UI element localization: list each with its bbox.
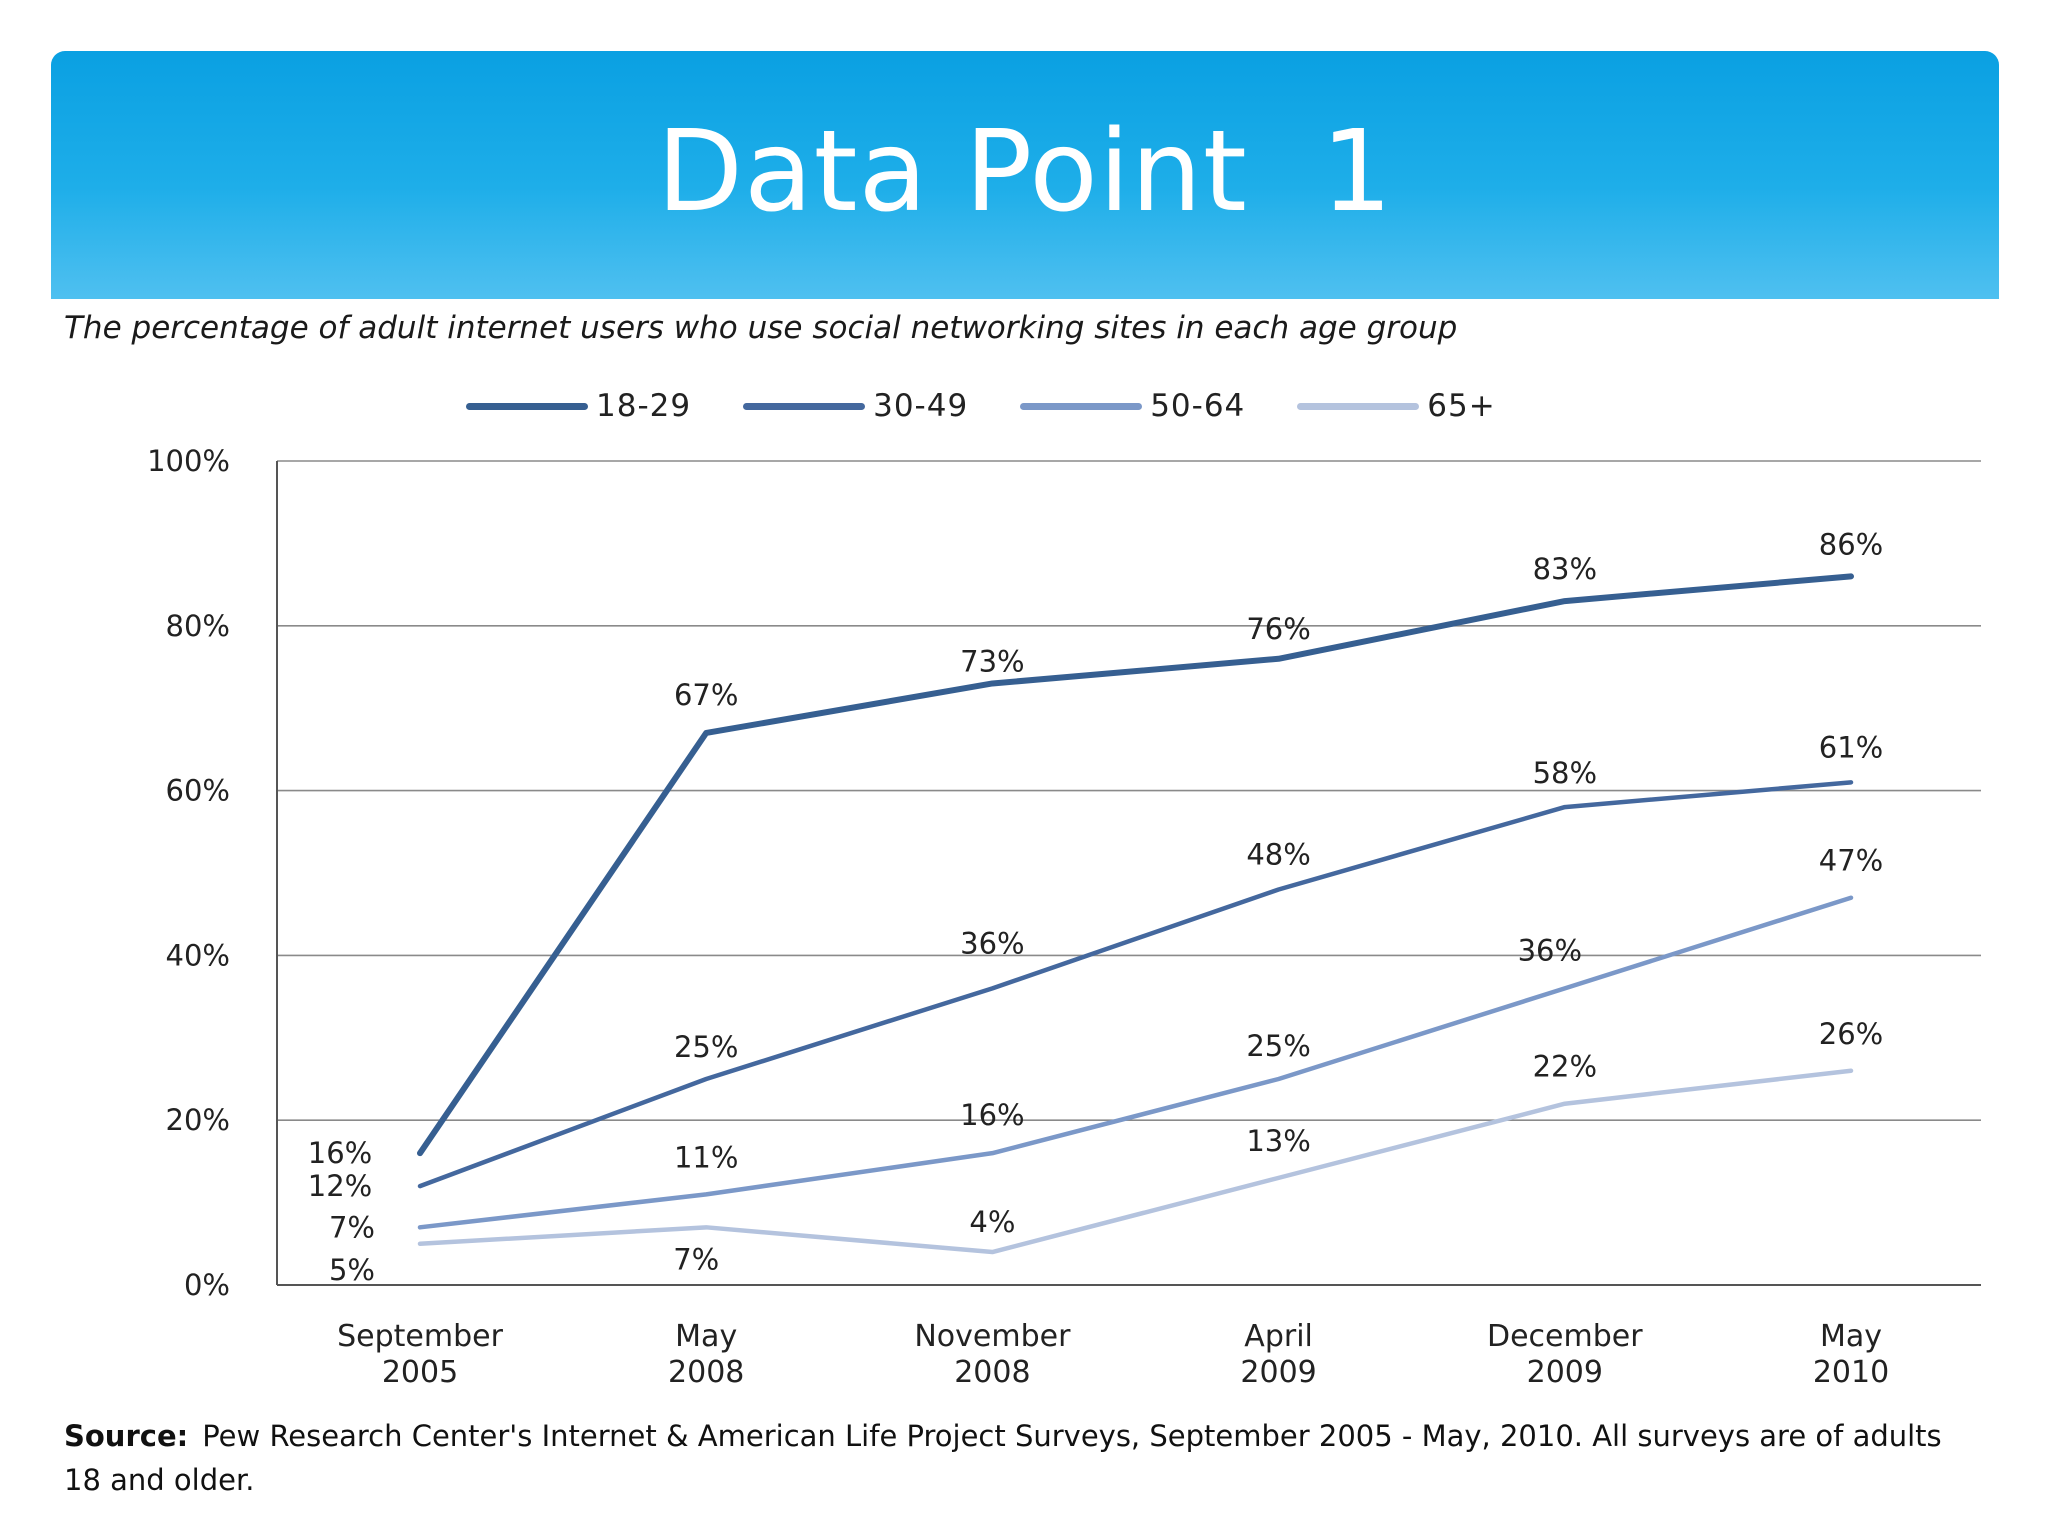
series-line-30-49 bbox=[417, 780, 1854, 1189]
legend-label-18-29: 18-29 bbox=[596, 388, 692, 424]
data-label-30-49: 58% bbox=[1533, 756, 1597, 790]
title-banner: Data Point 1 bbox=[51, 51, 1999, 299]
data-label-18-29: 86% bbox=[1819, 527, 1883, 561]
data-label-50-64: 11% bbox=[674, 1140, 738, 1174]
legend-swatch-30-49 bbox=[743, 402, 866, 410]
legend-item-18-29: 18-29 bbox=[466, 388, 691, 424]
y-tick-label: 20% bbox=[166, 1103, 230, 1137]
legend-item-65-plus: 65+ bbox=[1297, 388, 1495, 424]
data-label-65+: 22% bbox=[1533, 1050, 1597, 1084]
data-label-65+: 4% bbox=[969, 1205, 1015, 1239]
x-tick-label: September 2005 bbox=[337, 1319, 503, 1390]
data-label-18-29: 67% bbox=[674, 678, 738, 712]
legend-item-50-64: 50-64 bbox=[1020, 388, 1245, 424]
legend-swatch-65-plus bbox=[1297, 402, 1420, 410]
data-label-65+: 26% bbox=[1819, 1017, 1883, 1051]
source-label: Source: bbox=[64, 1419, 189, 1453]
data-label-65+: 13% bbox=[1246, 1124, 1310, 1158]
y-tick-label: 0% bbox=[184, 1268, 230, 1302]
data-label-18-29: 73% bbox=[960, 644, 1024, 678]
data-label-30-49: 61% bbox=[1819, 730, 1883, 764]
data-label-50-64: 36% bbox=[1518, 933, 1582, 967]
y-tick-label: 80% bbox=[166, 609, 230, 643]
data-label-50-64: 47% bbox=[1819, 844, 1883, 878]
series-line-65+ bbox=[417, 1068, 1854, 1255]
data-label-65+: 7% bbox=[673, 1242, 719, 1276]
y-tick-label: 100% bbox=[147, 444, 230, 478]
slide-title: Data Point 1 bbox=[656, 107, 1394, 237]
data-label-18-29: 16% bbox=[308, 1136, 372, 1170]
data-label-30-49: 12% bbox=[308, 1169, 372, 1203]
source-note: Source: Pew Research Center's Internet & … bbox=[64, 1414, 1964, 1502]
data-label-50-64: 25% bbox=[1246, 1029, 1310, 1063]
legend-label-65-plus: 65+ bbox=[1427, 388, 1496, 424]
legend-label-30-49: 30-49 bbox=[873, 388, 969, 424]
series-line-50-64 bbox=[417, 895, 1854, 1230]
data-label-30-49: 25% bbox=[674, 1030, 738, 1064]
x-tick-label: May 2010 bbox=[1813, 1319, 1889, 1390]
data-label-50-64: 7% bbox=[329, 1210, 375, 1244]
legend-item-30-49: 30-49 bbox=[743, 388, 968, 424]
data-label-30-49: 36% bbox=[960, 926, 1024, 960]
legend-swatch-18-29 bbox=[466, 402, 588, 410]
x-tick-label: May 2008 bbox=[668, 1319, 744, 1390]
chart-legend: 18-29 30-49 50-64 65+ bbox=[466, 386, 1548, 426]
data-label-65+: 5% bbox=[329, 1253, 375, 1287]
y-tick-label: 40% bbox=[166, 938, 230, 972]
data-label-18-29: 83% bbox=[1533, 552, 1597, 586]
source-text: Pew Research Center's Internet & America… bbox=[64, 1419, 1942, 1497]
legend-swatch-50-64 bbox=[1020, 402, 1143, 410]
y-tick-label: 60% bbox=[166, 774, 230, 808]
legend-label-50-64: 50-64 bbox=[1150, 388, 1246, 424]
x-tick-label: December 2009 bbox=[1487, 1319, 1643, 1390]
data-label-18-29: 76% bbox=[1246, 612, 1310, 646]
x-tick-label: November 2008 bbox=[914, 1319, 1071, 1390]
series-line-18-29 bbox=[417, 573, 1854, 1157]
x-tick-label: April 2009 bbox=[1240, 1319, 1316, 1390]
data-label-30-49: 48% bbox=[1246, 837, 1310, 871]
chart-subtitle: The percentage of adult internet users w… bbox=[64, 310, 1458, 346]
data-label-50-64: 16% bbox=[960, 1098, 1024, 1132]
